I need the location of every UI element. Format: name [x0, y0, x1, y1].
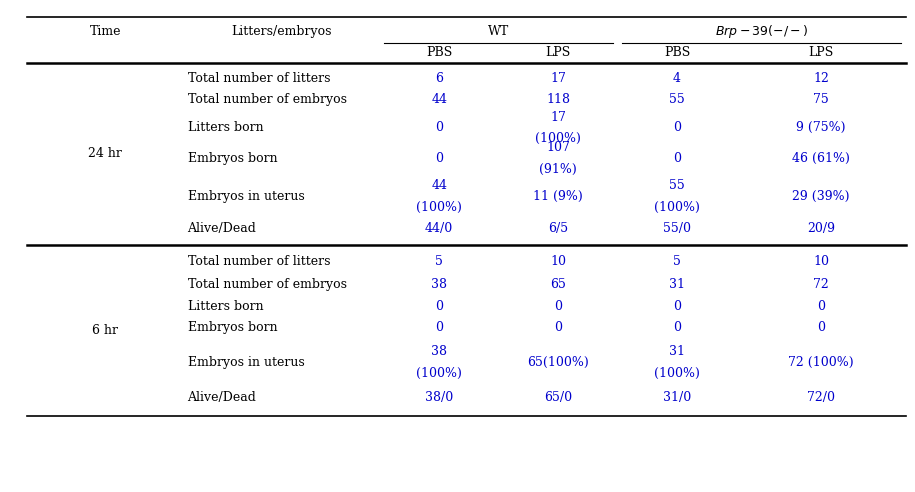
- Text: 65(100%): 65(100%): [527, 356, 589, 369]
- Text: 17: 17: [550, 72, 566, 85]
- Text: 0: 0: [436, 300, 443, 312]
- Text: Alive/Dead: Alive/Dead: [188, 391, 256, 404]
- Text: 31: 31: [669, 345, 685, 358]
- Text: 11 (9%): 11 (9%): [533, 190, 583, 203]
- Text: 17: 17: [550, 111, 566, 123]
- Text: (100%): (100%): [416, 201, 462, 214]
- Text: 31/0: 31/0: [663, 391, 691, 404]
- Text: PBS: PBS: [664, 46, 690, 59]
- Text: Alive/Dead: Alive/Dead: [188, 222, 256, 235]
- Text: 10: 10: [550, 255, 566, 268]
- Text: (100%): (100%): [416, 367, 462, 380]
- Text: 31: 31: [669, 278, 685, 291]
- Text: 0: 0: [673, 300, 681, 312]
- Text: 55/0: 55/0: [663, 222, 691, 235]
- Text: 4: 4: [673, 72, 681, 85]
- Text: 65: 65: [550, 278, 566, 291]
- Text: 0: 0: [436, 122, 443, 134]
- Text: 107: 107: [546, 141, 570, 154]
- Text: Time: Time: [90, 26, 121, 38]
- Text: 6: 6: [436, 72, 443, 85]
- Text: 46 (61%): 46 (61%): [792, 152, 850, 165]
- Text: 44: 44: [431, 93, 447, 106]
- Text: 44: 44: [431, 180, 447, 192]
- Text: 5: 5: [436, 255, 443, 268]
- Text: Total number of litters: Total number of litters: [188, 255, 330, 268]
- Text: Embryos in uterus: Embryos in uterus: [188, 190, 305, 203]
- Text: 0: 0: [554, 300, 562, 312]
- Text: 38: 38: [431, 278, 447, 291]
- Text: PBS: PBS: [426, 46, 452, 59]
- Text: 6/5: 6/5: [548, 222, 568, 235]
- Text: (100%): (100%): [535, 132, 581, 145]
- Text: 38/0: 38/0: [425, 391, 453, 404]
- Text: (91%): (91%): [539, 163, 577, 176]
- Text: Total number of embryos: Total number of embryos: [188, 278, 347, 291]
- Text: LPS: LPS: [809, 46, 834, 59]
- Text: 10: 10: [813, 255, 829, 268]
- Text: 9 (75%): 9 (75%): [796, 122, 846, 134]
- Text: Litters/embryos: Litters/embryos: [231, 26, 331, 38]
- Text: 118: 118: [546, 93, 570, 106]
- Text: $\mathit{Brp-39(-/-)}$: $\mathit{Brp-39(-/-)}$: [715, 24, 809, 40]
- Text: Embryos in uterus: Embryos in uterus: [188, 356, 305, 369]
- Text: Embryos born: Embryos born: [188, 321, 277, 334]
- Text: 55: 55: [669, 93, 685, 106]
- Text: 75: 75: [813, 93, 829, 106]
- Text: 0: 0: [554, 321, 562, 334]
- Text: Total number of embryos: Total number of embryos: [188, 93, 347, 106]
- Text: 72: 72: [813, 278, 829, 291]
- Text: WT: WT: [488, 26, 510, 38]
- Text: 44/0: 44/0: [425, 222, 453, 235]
- Text: LPS: LPS: [545, 46, 571, 59]
- Text: 24 hr: 24 hr: [88, 147, 123, 160]
- Text: Litters born: Litters born: [188, 122, 264, 134]
- Text: 72/0: 72/0: [807, 391, 835, 404]
- Text: 29 (39%): 29 (39%): [792, 190, 850, 203]
- Text: Litters born: Litters born: [188, 300, 264, 312]
- Text: 0: 0: [436, 321, 443, 334]
- Text: Total number of litters: Total number of litters: [188, 72, 330, 85]
- Text: 0: 0: [673, 152, 681, 165]
- Text: 0: 0: [673, 321, 681, 334]
- Text: 0: 0: [817, 321, 825, 334]
- Text: 65/0: 65/0: [544, 391, 572, 404]
- Text: 20/9: 20/9: [807, 222, 835, 235]
- Text: 0: 0: [436, 152, 443, 165]
- Text: 6 hr: 6 hr: [92, 324, 118, 337]
- Text: 55: 55: [669, 180, 685, 192]
- Text: 0: 0: [817, 300, 825, 312]
- Text: 72 (100%): 72 (100%): [789, 356, 854, 369]
- Text: 0: 0: [673, 122, 681, 134]
- Text: 12: 12: [813, 72, 829, 85]
- Text: 5: 5: [673, 255, 681, 268]
- Text: (100%): (100%): [654, 367, 700, 380]
- Text: Embryos born: Embryos born: [188, 152, 277, 165]
- Text: (100%): (100%): [654, 201, 700, 214]
- Text: 38: 38: [431, 345, 447, 358]
